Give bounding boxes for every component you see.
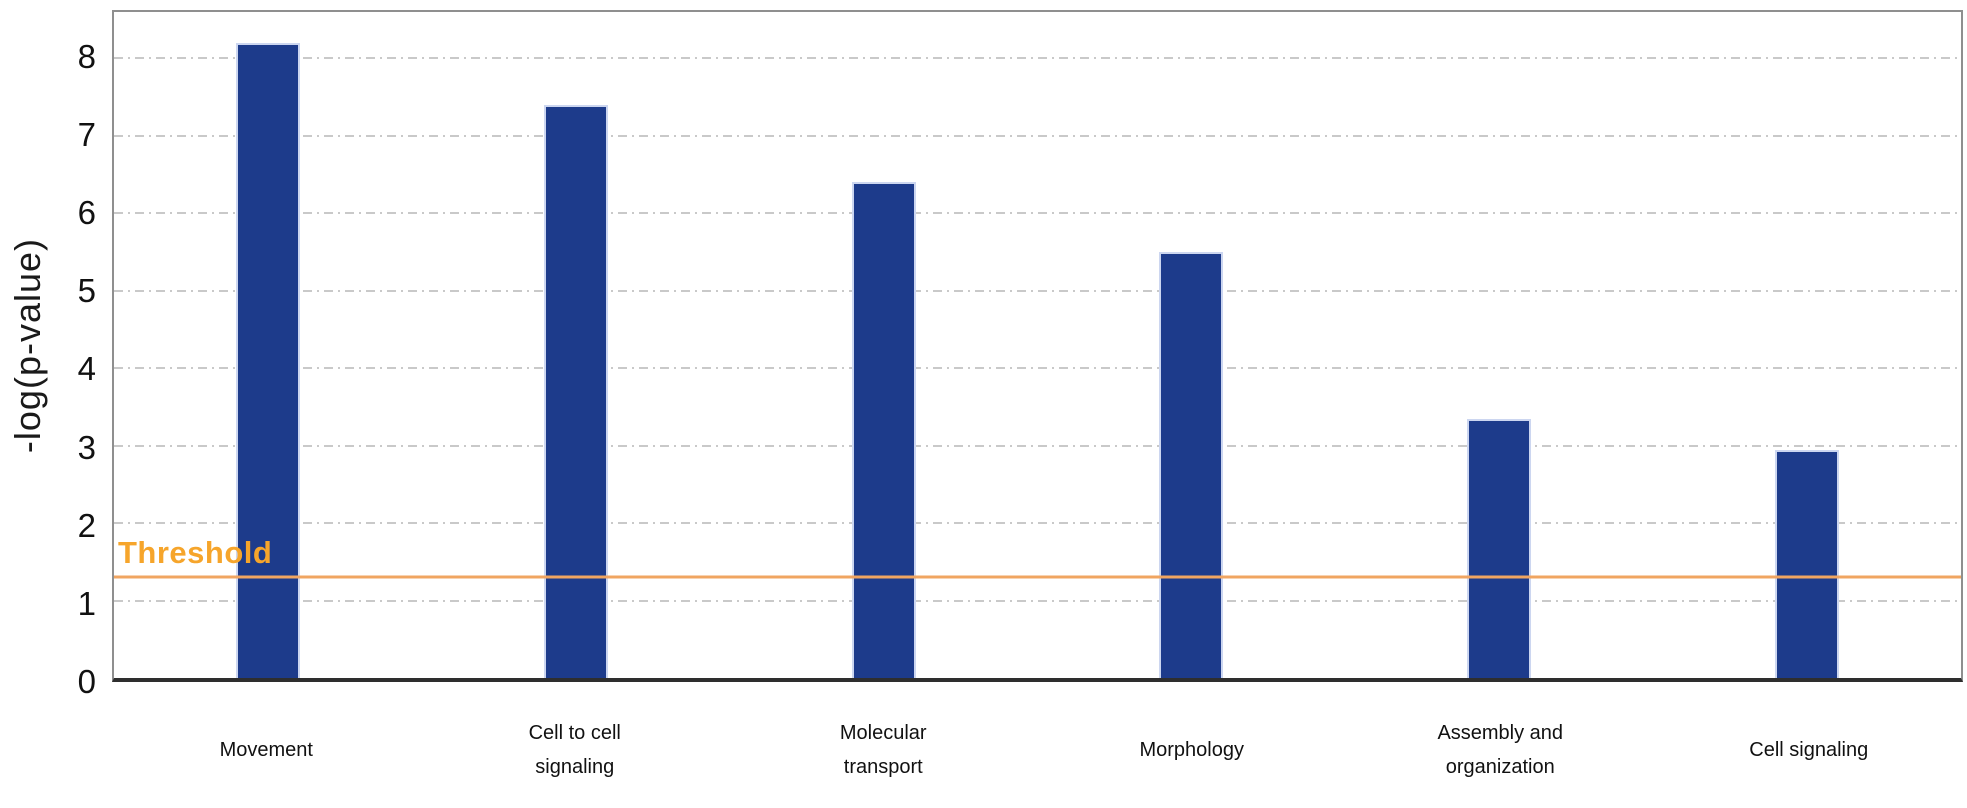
- bar-1: [543, 104, 608, 678]
- gridline-8: [114, 57, 1961, 60]
- gridline-1: [114, 599, 1961, 602]
- bar-slot-1: [422, 12, 730, 678]
- x-label-0: Movement: [219, 739, 313, 761]
- bar-2: [851, 182, 916, 678]
- y-tick-1: 1: [77, 584, 96, 622]
- bars-layer: [114, 12, 1961, 678]
- bar-4: [1467, 418, 1532, 678]
- y-axis-title: -log(p-value): [7, 238, 48, 454]
- x-label-4: Assembly and organization: [1437, 722, 1564, 778]
- gridline-7: [114, 134, 1961, 137]
- x-label-1: Cell to cell signaling: [528, 722, 621, 778]
- bar-0: [235, 42, 300, 678]
- y-tick-7: 7: [77, 116, 96, 154]
- bar-slot-4: [1345, 12, 1653, 678]
- gridline-2: [114, 522, 1961, 525]
- bar-3: [1159, 252, 1224, 678]
- threshold-label: Threshold: [118, 535, 273, 571]
- y-tick-4: 4: [77, 350, 96, 388]
- y-tick-6: 6: [77, 194, 96, 232]
- y-tick-5: 5: [77, 272, 96, 310]
- x-axis-labels: Movement Cell to cell signaling Molecular …: [112, 698, 1963, 802]
- bar-slot-0: [114, 12, 422, 678]
- gridline-6: [114, 212, 1961, 215]
- gridlines-layer: [114, 12, 1961, 678]
- x-label-5: Cell signaling: [1749, 739, 1869, 761]
- bar-slot-5: [1653, 12, 1961, 678]
- y-tick-3: 3: [77, 428, 96, 466]
- y-tick-8: 8: [77, 37, 96, 75]
- x-label-3: Morphology: [1139, 739, 1244, 761]
- bar-5: [1775, 449, 1840, 678]
- threshold-line: [114, 575, 1961, 579]
- gridline-4: [114, 367, 1961, 370]
- y-axis-ticks: 0 1 2 3 4 5 6 7 8: [54, 10, 106, 700]
- y-tick-2: 2: [77, 506, 96, 544]
- gridline-5: [114, 289, 1961, 292]
- y-axis-title-wrap: -log(p-value): [2, 10, 54, 682]
- plot-area: Threshold: [112, 10, 1963, 682]
- y-tick-0: 0: [77, 663, 96, 700]
- bar-slot-2: [730, 12, 1038, 678]
- gridline-3: [114, 444, 1961, 447]
- bar-slot-3: [1037, 12, 1345, 678]
- x-label-2: Molecular transport: [839, 722, 927, 778]
